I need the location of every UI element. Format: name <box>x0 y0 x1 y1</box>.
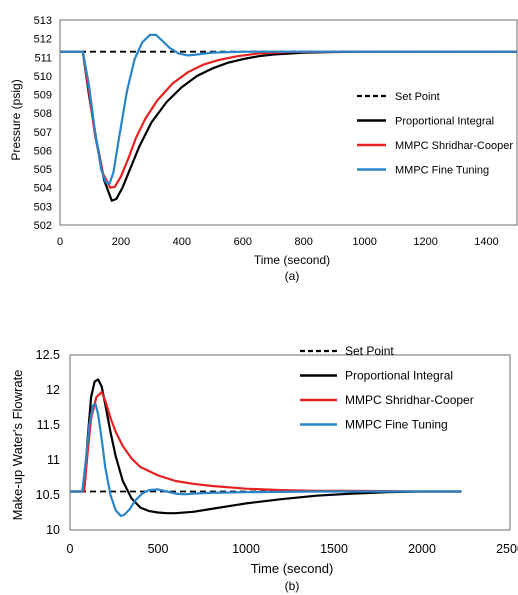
x-tick-label: 1000 <box>352 236 376 248</box>
figure-caption: (a) <box>285 269 300 283</box>
legend-label-proportional-integral: Proportional Integral <box>345 369 453 383</box>
legend-label-mmpc-fine-tuning: MMPC Fine Tuning <box>345 418 448 432</box>
pressure-chart: 0 200 400 600 800 1000 1200 1400 502 503 504 505 506… <box>9 15 518 283</box>
y-tick-label: 508 <box>34 108 52 120</box>
y-tick-label: 503 <box>34 201 52 213</box>
y-tick-label: 512 <box>34 34 52 46</box>
legend-label-mmpc-shridhar-cooper: MMPC Shridhar-Cooper <box>395 140 513 152</box>
series-group <box>60 33 517 202</box>
y-axis-title: Make-up Water's Flowrate <box>10 370 25 521</box>
y-tick-label: 509 <box>34 90 52 102</box>
legend-label-set-point: Set Point <box>395 91 440 103</box>
y-tick-label: 507 <box>34 127 52 139</box>
x-tick-label: 1200 <box>413 236 437 248</box>
flowrate-chart: 0 500 1000 1500 2000 2500 10 10.5 11 11.5 12 12.5 Ti… <box>10 344 518 593</box>
y-tick-label: 12 <box>46 383 60 397</box>
x-tick-label: 1000 <box>232 542 260 556</box>
y-tick-label: 505 <box>34 164 52 176</box>
x-tick-label: 500 <box>148 542 169 556</box>
x-tick-label: 0 <box>57 236 63 248</box>
plot-frame <box>69 354 511 531</box>
x-tick-label: 0 <box>67 542 74 556</box>
series-line-proportional-integral <box>70 378 462 515</box>
x-tick-label: 2500 <box>496 542 518 556</box>
y-tick-label: 502 <box>34 220 52 232</box>
x-axis-title: Time (second) <box>251 561 334 576</box>
y-tick-label: 11 <box>47 453 60 467</box>
y-tick-label: 11.5 <box>37 418 60 432</box>
series-line-mmpc-fine-tuning <box>60 33 517 186</box>
x-tick-label: 600 <box>234 236 252 248</box>
series-group <box>70 378 462 518</box>
legend-label-mmpc-fine-tuning: MMPC Fine Tuning <box>395 165 489 177</box>
x-tick-label: 1500 <box>320 542 348 556</box>
y-tick-label: 513 <box>34 15 52 27</box>
y-tick-label: 511 <box>34 52 52 64</box>
y-tick-label: 10.5 <box>36 488 60 502</box>
y-axis-title: Pressure (psig) <box>9 79 23 160</box>
x-tick-label: 2000 <box>408 542 436 556</box>
plot-frame <box>59 19 518 226</box>
y-tick-label: 10 <box>46 523 60 537</box>
y-tick-label: 12.5 <box>36 348 60 362</box>
series-line-mmpc-fine-tuning <box>70 402 462 518</box>
y-tick-label: 506 <box>34 145 52 157</box>
x-tick-label: 200 <box>112 236 130 248</box>
legend-label-proportional-integral: Proportional Integral <box>395 116 494 128</box>
x-tick-label: 800 <box>295 236 313 248</box>
series-line-mmpc-shridhar-cooper <box>70 391 462 493</box>
legend-label-set-point: Set Point <box>345 344 394 358</box>
y-tick-label: 504 <box>34 183 52 195</box>
figure-caption: (b) <box>285 579 300 593</box>
x-tick-label: 1400 <box>474 236 498 248</box>
x-axis-title: Time (second) <box>254 253 330 267</box>
x-tick-label: 400 <box>173 236 191 248</box>
y-tick-label: 510 <box>34 71 52 83</box>
legend-label-mmpc-shridhar-cooper: MMPC Shridhar-Cooper <box>345 393 474 407</box>
